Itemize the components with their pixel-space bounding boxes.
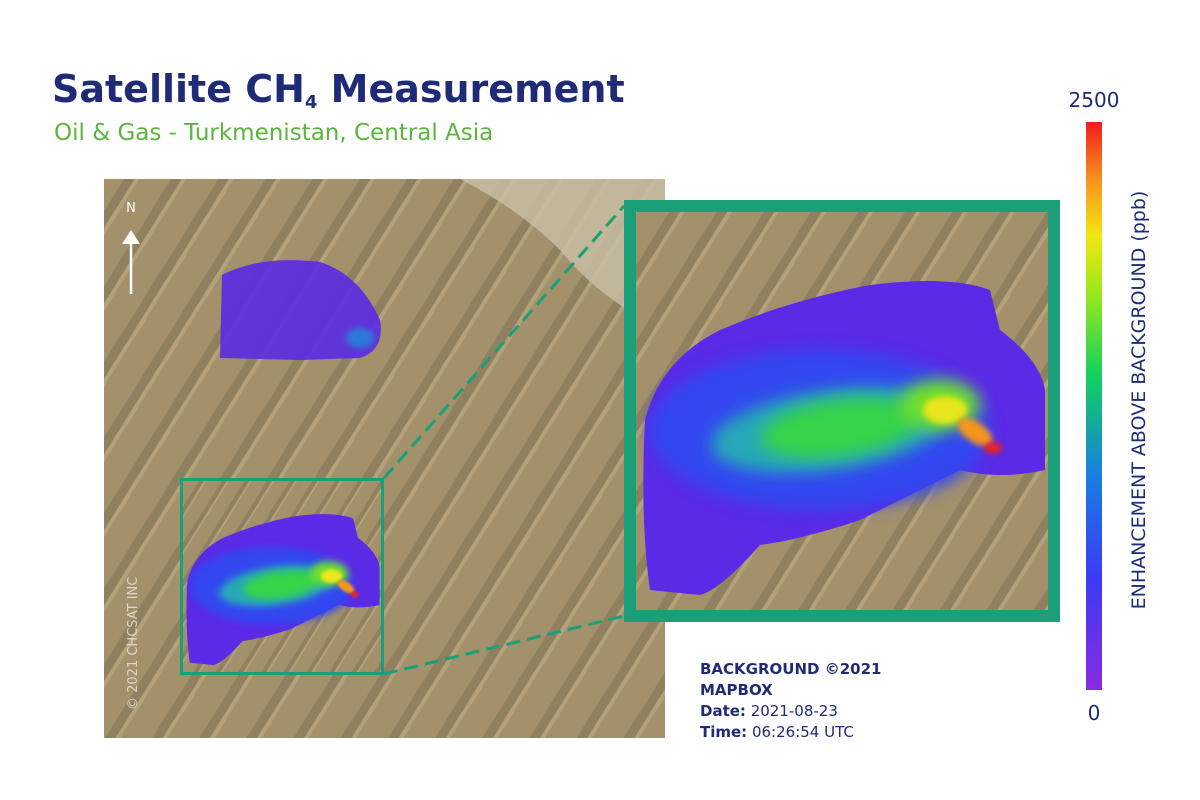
time: Time: 06:26:54 UTC: [700, 723, 854, 741]
title-text: Measurement: [317, 67, 624, 111]
credit: BACKGROUND ©2021: [700, 660, 881, 678]
north-label: N: [126, 201, 136, 216]
plume-south: [183, 481, 381, 672]
north-arrowhead: [122, 230, 140, 244]
title: Satellite CH4 Measurement: [52, 67, 625, 113]
colorbar-min: 0: [1088, 701, 1101, 725]
colorbar-label: ENHANCEMENT ABOVE BACKGROUND (ppb): [1128, 191, 1150, 610]
time-value: 06:26:54 UTC: [752, 723, 854, 741]
zoom-box: [180, 478, 384, 675]
copyright: © 2021 CHCSAT INC: [126, 577, 141, 710]
credit: MAPBOX: [700, 681, 773, 699]
plume-north-core: [346, 328, 374, 348]
inset-map: [636, 212, 1048, 610]
zoom-line: [382, 205, 626, 479]
time-label: Time:: [700, 723, 747, 741]
title-subscript: 4: [305, 92, 318, 113]
title-text: Satellite CH: [52, 67, 305, 111]
plume-north: [220, 260, 381, 360]
date-value: 2021-08-23: [751, 702, 838, 720]
subtitle: Oil & Gas - Turkmenistan, Central Asia: [54, 120, 493, 146]
date: Date: 2021-08-23: [700, 702, 838, 720]
date-label: Date:: [700, 702, 746, 720]
colorbar-max: 2500: [1069, 88, 1120, 112]
colorbar: [1086, 122, 1102, 690]
inset-frame: [624, 200, 1060, 622]
